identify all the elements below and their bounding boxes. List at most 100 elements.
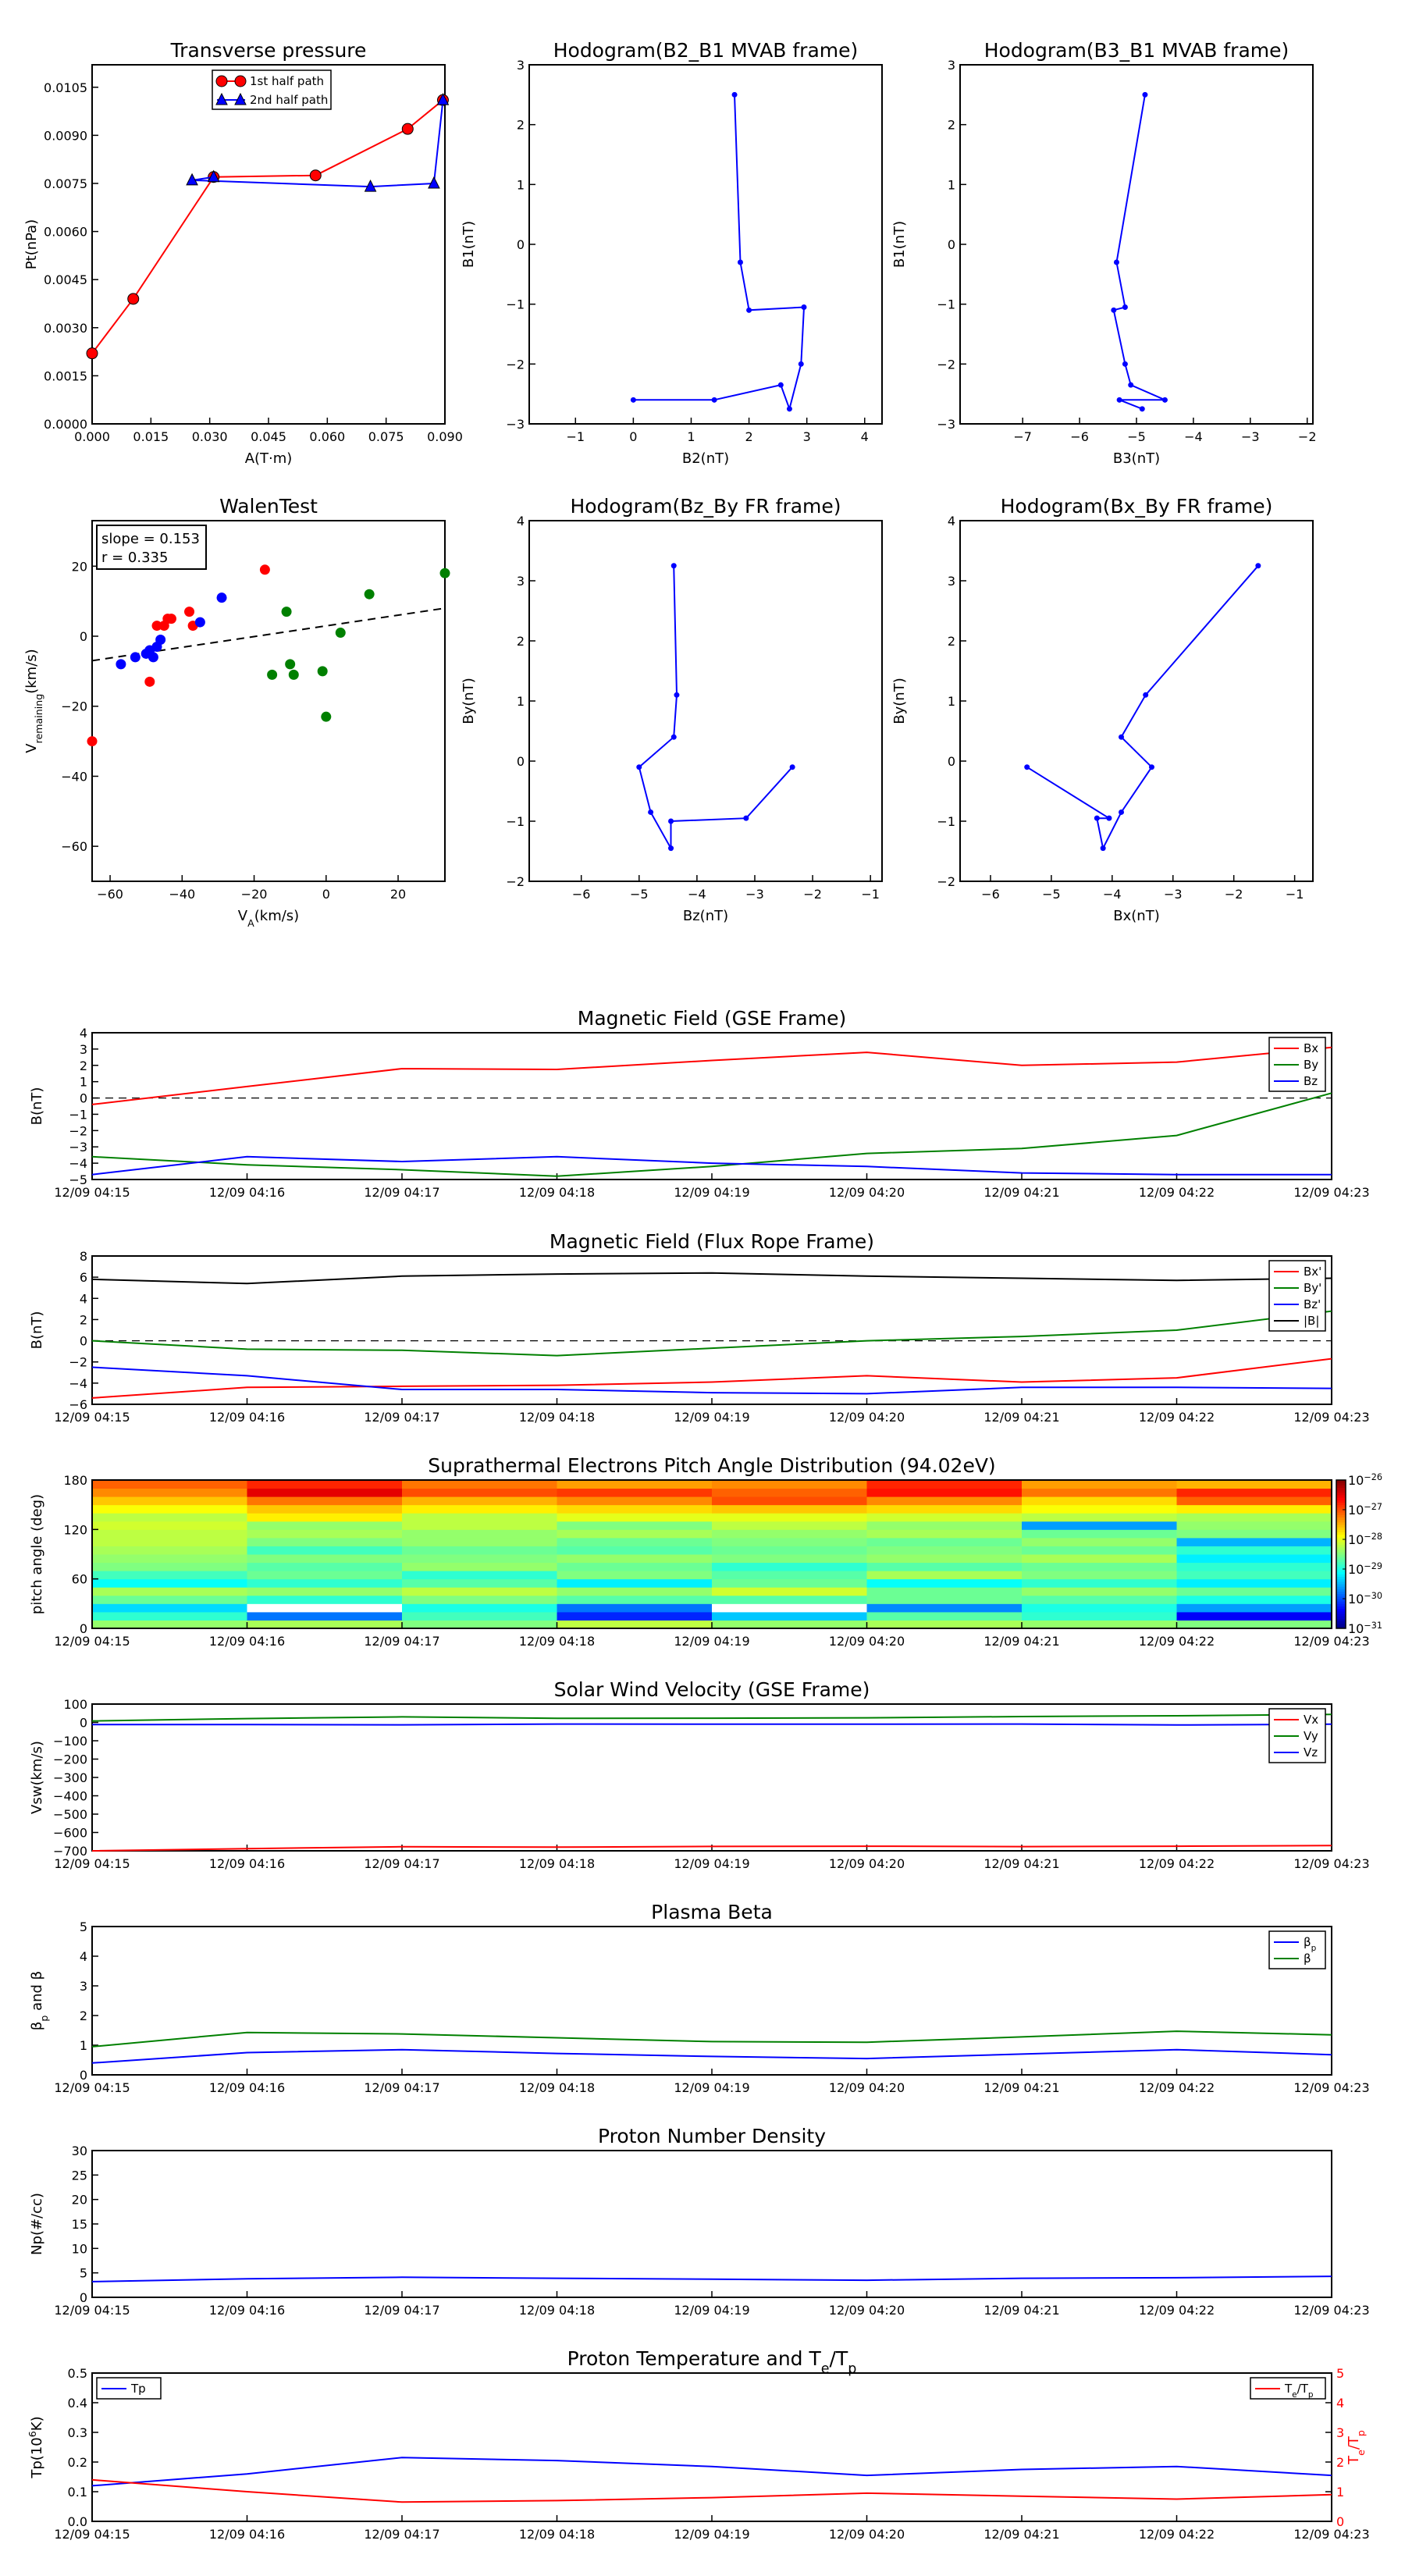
y-tick-label: 0.0105 — [44, 80, 87, 95]
series-line — [91, 1366, 1332, 1395]
plot-clip — [86, 93, 450, 360]
y-tick-label: −400 — [53, 1789, 87, 1804]
y-tick-label: 3 — [948, 574, 955, 589]
colorbar-step — [1336, 1551, 1346, 1555]
x-tick-label: −3 — [1241, 429, 1260, 444]
y-tick-label: −4 — [69, 1156, 87, 1171]
data-point — [668, 818, 674, 824]
colorbar-step — [1336, 1485, 1346, 1488]
y-tick-label: 2 — [517, 118, 525, 133]
time-tick-label: 12/09 04:21 — [984, 1185, 1059, 1200]
y-tick-label: 0.0030 — [44, 321, 87, 336]
x-axis-label: A(T·m) — [245, 450, 293, 467]
heatmap-cell — [247, 1504, 403, 1514]
heatmap-cell — [866, 1620, 1023, 1629]
heatmap-cell — [247, 1496, 403, 1506]
time-tick-label: 12/09 04:19 — [674, 1185, 749, 1200]
heatmap-cell — [247, 1587, 403, 1596]
annotation-frame — [96, 525, 207, 570]
heatmap-cell — [92, 1611, 247, 1621]
data-point — [401, 123, 414, 135]
panel-np: Proton Number Density 12/09 04:15 12/09 04… — [29, 2125, 1370, 2318]
heatmap-cell — [712, 1529, 867, 1539]
data-point — [234, 92, 247, 105]
heatmap-cell — [247, 1595, 403, 1604]
heatmap-cell — [712, 1562, 867, 1571]
x-tick-label: 0.015 — [133, 429, 169, 444]
data-point — [1128, 382, 1134, 388]
x-tick-label: −2 — [1225, 887, 1243, 902]
data-point — [1119, 809, 1125, 815]
colorbar-step — [1336, 1502, 1346, 1506]
y-axis-label: B1(nT) — [891, 221, 908, 268]
time-tick-label: 12/09 04:23 — [1293, 1856, 1369, 1871]
colorbar-step — [1336, 1623, 1346, 1627]
data-point — [1255, 563, 1261, 569]
colorbar-tick-label: 10−30 — [1348, 1591, 1382, 1607]
time-tick-label: 12/09 04:15 — [54, 2303, 130, 2318]
series-line — [91, 99, 444, 354]
colorbar-step — [1336, 1599, 1346, 1602]
time-tick-label: 12/09 04:15 — [54, 1185, 130, 1200]
colorbar-tick-label: 10−29 — [1348, 1561, 1382, 1578]
panel-title: Magnetic Field (GSE Frame) — [578, 1007, 846, 1030]
plot-area — [91, 520, 446, 882]
x-tick-label: −3 — [1164, 887, 1183, 902]
x-tick-label: 0.045 — [251, 429, 286, 444]
legend-label: Vz — [1304, 1745, 1318, 1759]
heatmap-cell — [866, 1562, 1023, 1571]
time-tick-label: 12/09 04:20 — [829, 1856, 905, 1871]
time-tick-label: 12/09 04:22 — [1139, 2080, 1215, 2095]
heatmap-cell — [1176, 1571, 1332, 1580]
y-tick-label: −2 — [69, 1355, 87, 1370]
x-tick-label: 0.075 — [368, 429, 404, 444]
panel-pad: Suprathermal Electrons Pitch Angle Distr… — [29, 1454, 1382, 1649]
legend-label: By' — [1304, 1281, 1321, 1295]
colorbar-step — [1336, 1527, 1346, 1530]
colorbar-step — [1336, 1510, 1346, 1513]
heatmap-cell — [557, 1571, 713, 1580]
time-tick-label: 12/09 04:18 — [519, 1856, 595, 1871]
y2-tick-label: 1 — [1336, 2485, 1344, 2500]
heatmap-cell — [1022, 1504, 1177, 1514]
y-tick-label: −2 — [506, 357, 525, 372]
time-tick-label: 12/09 04:15 — [54, 2080, 130, 2095]
data-point — [267, 669, 278, 680]
y-tick-label: 0 — [80, 1091, 87, 1106]
colorbar-step — [1336, 1593, 1346, 1597]
heatmap-cell — [402, 1611, 557, 1621]
heatmap-cell — [247, 1546, 403, 1555]
heatmap-cell — [1022, 1513, 1177, 1522]
colorbar-step — [1336, 1512, 1346, 1515]
time-tick-label: 12/09 04:19 — [674, 2303, 749, 2318]
data-point — [1116, 397, 1122, 403]
data-point — [777, 382, 784, 388]
y-tick-label: −2 — [69, 1123, 87, 1138]
data-point — [1024, 764, 1030, 770]
colorbar-step — [1336, 1504, 1346, 1508]
colorbar-step — [1336, 1557, 1346, 1560]
time-tick-label: 12/09 04:22 — [1139, 1856, 1215, 1871]
heatmap-cell — [557, 1521, 713, 1530]
x-tick-label: 2 — [745, 429, 752, 444]
heatmap-cell — [866, 1521, 1023, 1530]
colorbar-step — [1336, 1584, 1346, 1587]
time-tick-label: 12/09 04:21 — [984, 1856, 1059, 1871]
heatmap-cell — [1022, 1587, 1177, 1596]
heatmap-cell — [247, 1488, 403, 1497]
y-tick-label: 180 — [63, 1473, 87, 1488]
series-line — [91, 1046, 1332, 1105]
x-tick-label: −5 — [1127, 429, 1146, 444]
y-tick-label: 1 — [80, 2038, 87, 2053]
time-tick-label: 12/09 04:18 — [519, 2303, 595, 2318]
data-point — [674, 692, 680, 698]
heatmap-cell — [1022, 1562, 1177, 1571]
heatmap-cell — [402, 1562, 557, 1571]
time-tick-label: 12/09 04:17 — [364, 1185, 439, 1200]
data-point — [259, 564, 270, 575]
y-tick-label: 0 — [948, 754, 955, 769]
data-point — [1094, 815, 1100, 821]
heatmap-cell — [557, 1578, 713, 1588]
heatmap-cell — [402, 1488, 557, 1497]
